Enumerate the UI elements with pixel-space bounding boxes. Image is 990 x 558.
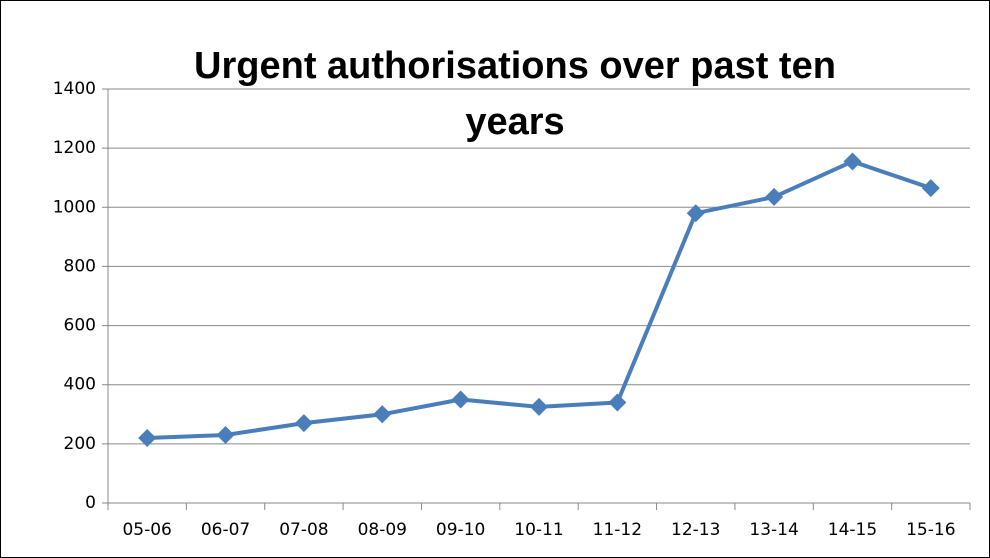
y-tick-label: 800 xyxy=(64,256,96,276)
y-tick-label: 600 xyxy=(64,316,96,336)
chart-title: Urgent authorisations over past ten year… xyxy=(194,45,836,143)
data-point xyxy=(294,414,313,433)
data-point xyxy=(686,204,705,223)
x-tick-label: 05-06 xyxy=(122,520,171,540)
data-point xyxy=(373,405,392,424)
x-tick-label: 12-13 xyxy=(671,520,720,540)
y-tick-label: 1200 xyxy=(53,138,96,158)
data-point xyxy=(138,428,157,447)
data-point xyxy=(530,397,548,416)
data-point xyxy=(451,390,470,409)
x-tick-label: 08-09 xyxy=(358,520,407,540)
y-tick-label: 200 xyxy=(64,434,96,454)
x-tick-label: 07-08 xyxy=(279,520,328,540)
data-point xyxy=(843,152,862,171)
x-tick-label: 13-14 xyxy=(749,520,798,540)
y-tick-label: 1400 xyxy=(53,79,96,99)
data-point xyxy=(216,425,235,444)
x-tick-label: 11-12 xyxy=(593,520,642,540)
x-tick-label: 10-11 xyxy=(514,520,563,540)
data-point xyxy=(921,179,940,198)
y-tick-label: 0 xyxy=(85,493,96,513)
x-tick-label: 06-07 xyxy=(201,520,250,540)
data-point xyxy=(765,187,784,206)
x-tick-label: 15-16 xyxy=(906,520,955,540)
y-tick-label: 1000 xyxy=(53,197,96,217)
y-tick-label: 400 xyxy=(64,375,96,395)
x-tick-label: 09-10 xyxy=(436,520,485,540)
x-tick-label: 14-15 xyxy=(828,520,877,540)
data-point xyxy=(608,393,627,412)
